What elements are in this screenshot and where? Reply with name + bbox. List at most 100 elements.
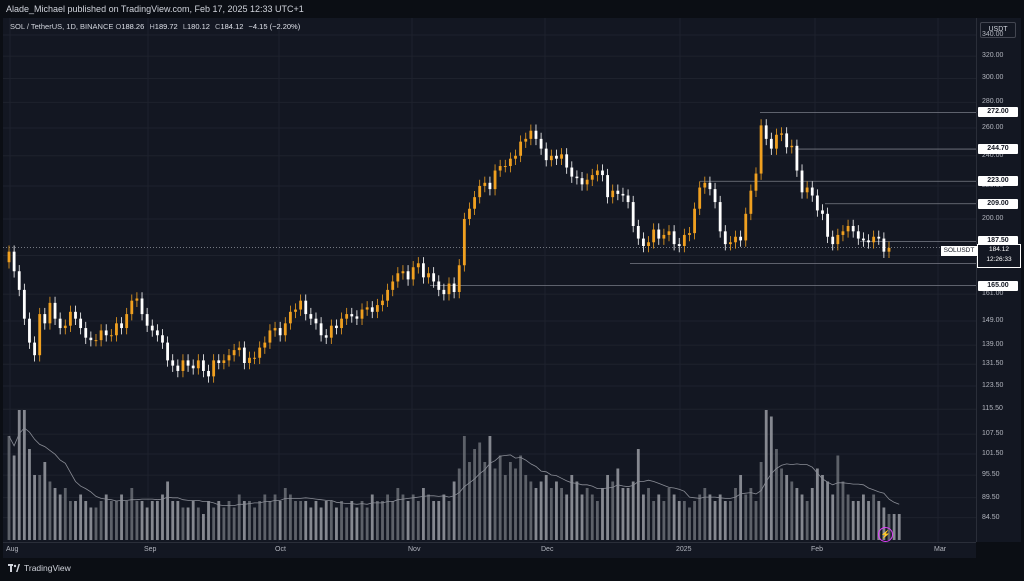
candle-body (688, 233, 691, 235)
volume-bar (529, 481, 533, 540)
candle-body (457, 265, 461, 293)
candle-body (626, 195, 630, 203)
candle-body (764, 125, 768, 139)
level-price-label: 244.70 (978, 144, 1018, 155)
candle-body (877, 236, 881, 239)
candle-body (109, 335, 113, 337)
candle-body (851, 225, 855, 232)
candle-body (493, 170, 497, 190)
volume-bar (534, 488, 538, 540)
candle-body (580, 178, 584, 185)
price-tick-label: 240.00 (982, 151, 1004, 159)
candle-body (524, 138, 528, 142)
volume-bar (437, 501, 441, 540)
price-tick-label: 320.00 (982, 52, 1004, 60)
volume-bar (58, 494, 62, 540)
legend-open: 188.26 (121, 22, 145, 31)
volume-bar (508, 462, 512, 540)
candle-body (401, 271, 405, 274)
volume-bar (539, 481, 543, 540)
currency-button[interactable]: USDT (980, 22, 1016, 38)
candle-body (38, 314, 42, 356)
lightning-icon[interactable]: ⚡ (878, 527, 893, 542)
candle-body (22, 289, 26, 319)
volume-bar (53, 488, 57, 540)
volume-bar (657, 494, 661, 540)
volume-bar (708, 494, 712, 540)
volume-bar (769, 416, 773, 540)
candle-body (227, 355, 231, 361)
volume-bar (805, 501, 809, 540)
volume-bar (135, 501, 139, 540)
volume-bar (120, 494, 123, 540)
candle-body (478, 185, 482, 198)
volume-bar (370, 494, 374, 540)
candle-body (207, 370, 210, 377)
volume-bar (882, 507, 886, 540)
candle-body (135, 298, 139, 301)
time-axis[interactable] (3, 542, 976, 559)
volume-bar (176, 501, 180, 540)
candle-body (273, 328, 277, 331)
volume-bar (652, 501, 656, 540)
volume-bar (555, 481, 558, 540)
volume-bar (473, 449, 476, 540)
volume-bar (457, 468, 461, 540)
volume-bar (754, 501, 758, 540)
legend-symbol: SOL / TetherUS, 1D, BINANCE (10, 22, 114, 31)
legend-open-key: O (115, 22, 122, 31)
candle-body (744, 213, 748, 241)
volume-bar (785, 475, 789, 540)
volume-bar (401, 494, 405, 540)
candle-body (84, 328, 88, 338)
level-price-label: 165.00 (978, 280, 1018, 291)
volume-bar (94, 507, 98, 540)
candle-body (826, 213, 830, 237)
candle-body (775, 134, 778, 149)
candle-body (585, 179, 589, 185)
candle-body (99, 330, 103, 341)
volume-bar (191, 501, 195, 540)
candle-body (319, 323, 323, 336)
volume-bar (524, 475, 528, 540)
volume-bar (350, 501, 354, 540)
volume-bar (155, 501, 159, 540)
candle-body (411, 267, 415, 280)
time-tick-label: Dec (541, 546, 554, 553)
volume-bar (7, 436, 11, 540)
volume-bar (790, 481, 794, 540)
tradingview-logo[interactable]: TradingView (8, 563, 71, 573)
volume-bar (780, 468, 783, 540)
candle-body (739, 236, 743, 241)
volume-bar (703, 488, 707, 540)
volume-bar (877, 501, 881, 540)
candle-body (381, 300, 384, 306)
price-tick-label: 161.00 (982, 290, 1004, 298)
volume-bar (48, 481, 52, 540)
candle-body (68, 311, 72, 326)
candle-body (483, 182, 487, 186)
volume-bar (872, 494, 876, 540)
price-tick-label: 89.50 (982, 493, 1000, 501)
volume-bar (12, 455, 16, 540)
volume-bar (268, 501, 272, 540)
current-price-label: 184.12 12:26:33 (977, 244, 1021, 268)
price-axis[interactable] (976, 18, 1021, 542)
level-price-label: 187.50 (978, 236, 1018, 247)
volume-bar (815, 468, 819, 540)
volume-bar (258, 501, 262, 540)
candle-body (212, 360, 216, 377)
candle-body (437, 281, 441, 290)
volume-bar (846, 494, 850, 540)
candle-body (145, 314, 149, 326)
volume-bar (43, 462, 47, 540)
volume-bar (422, 488, 425, 540)
volume-bar (544, 475, 548, 540)
current-price-value: 184.12 (989, 246, 1009, 253)
level-price-label: 209.00 (978, 198, 1018, 209)
candle-body (544, 148, 548, 161)
volume-bar (360, 501, 364, 540)
volume-bar (867, 501, 870, 540)
candle-body (396, 273, 400, 282)
tradingview-logo-icon (8, 564, 20, 572)
